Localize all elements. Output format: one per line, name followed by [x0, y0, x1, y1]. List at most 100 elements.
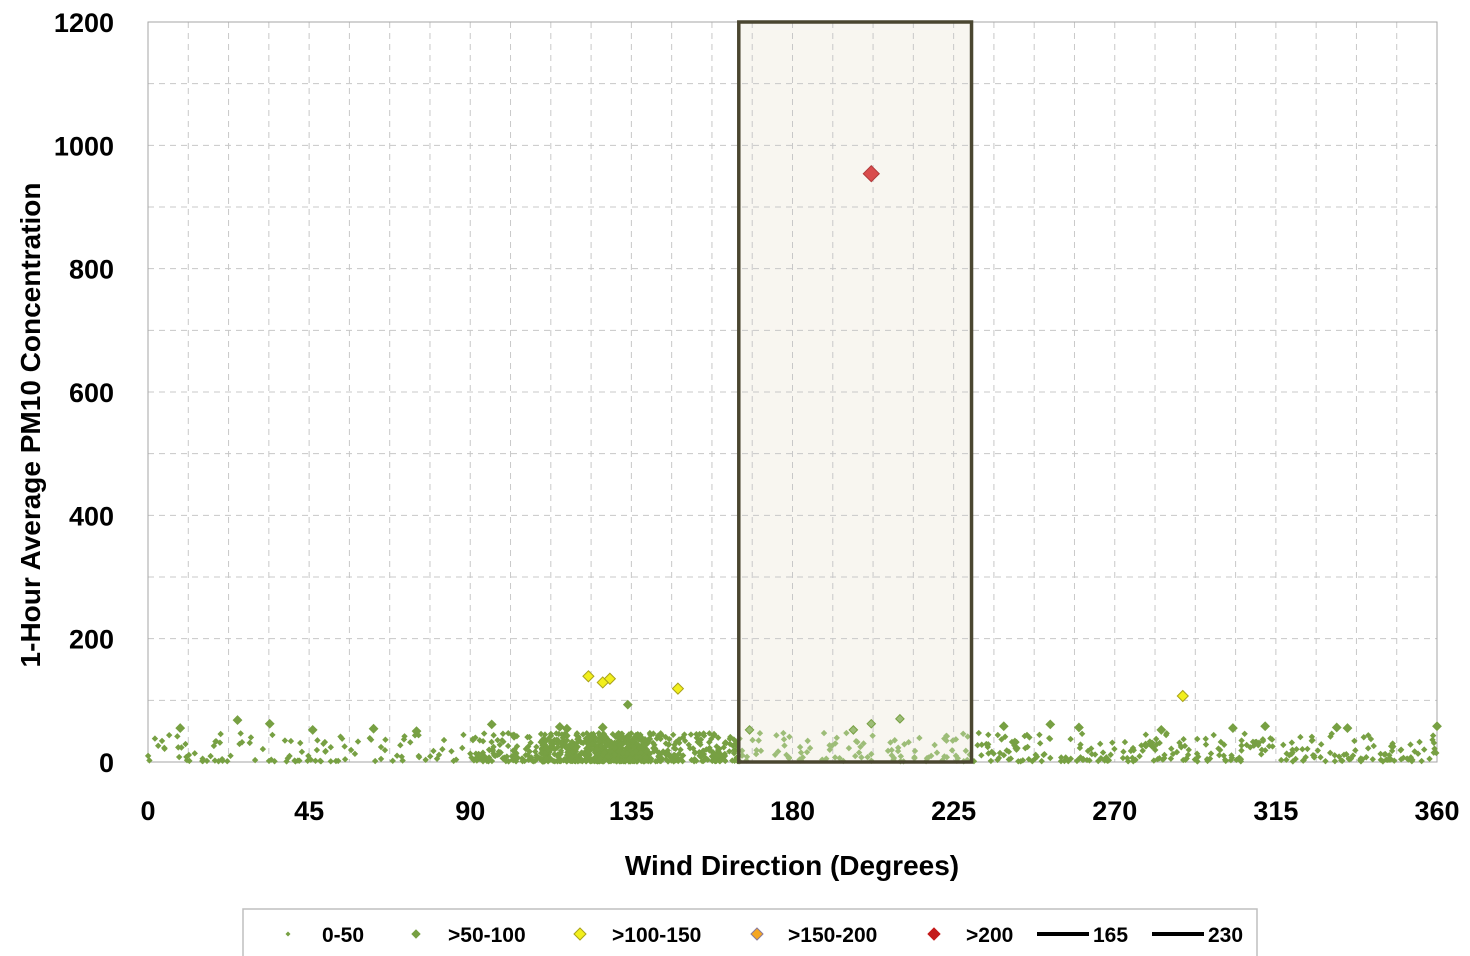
- point-0-50: [601, 734, 608, 741]
- point-0-50: [1194, 758, 1201, 765]
- point--50-100: [1331, 722, 1342, 733]
- point-0-50: [485, 754, 493, 761]
- point-0-50: [568, 738, 576, 745]
- point-0-50: [581, 751, 588, 758]
- point-0-50: [860, 740, 867, 747]
- point-0-50: [1429, 732, 1437, 739]
- point-0-50: [726, 748, 733, 755]
- point-0-50: [400, 736, 408, 743]
- point-0-50: [1430, 749, 1437, 756]
- point-0-50: [1065, 758, 1072, 765]
- point-0-50: [931, 741, 938, 749]
- point-0-50: [1365, 732, 1372, 739]
- point-0-50: [558, 731, 566, 738]
- x-tick-label: 0: [140, 796, 155, 826]
- point-0-50: [1119, 754, 1127, 762]
- point-0-50: [1269, 743, 1276, 750]
- point-0-50: [589, 733, 596, 740]
- point-0-50: [271, 758, 278, 765]
- point-0-50: [1015, 758, 1022, 765]
- point-0-50: [498, 737, 506, 744]
- point-0-50: [144, 752, 152, 760]
- point-0-50: [1000, 752, 1008, 759]
- point-0-50: [585, 748, 593, 755]
- point-0-50: [1220, 741, 1228, 748]
- point-0-50: [485, 758, 492, 765]
- point-0-50: [687, 731, 695, 738]
- point-0-50: [572, 744, 579, 752]
- point-0-50: [175, 753, 183, 761]
- point-0-50: [212, 738, 219, 745]
- point-0-50: [843, 729, 850, 737]
- point-0-50: [1206, 755, 1214, 762]
- point-0-50: [548, 742, 555, 749]
- point-0-50: [629, 750, 636, 757]
- point-0-50: [1178, 744, 1185, 751]
- point-0-50: [238, 739, 246, 746]
- point-0-50: [1077, 754, 1084, 761]
- y-tick-label: 1200: [54, 8, 114, 38]
- point-0-50: [1283, 750, 1290, 757]
- point-0-50: [1236, 754, 1243, 761]
- point-0-50: [726, 740, 734, 748]
- point-0-50: [217, 730, 224, 738]
- point-0-50: [558, 743, 566, 750]
- point-0-50: [287, 737, 295, 745]
- x-tick-label: 270: [1092, 796, 1137, 826]
- point-0-50: [994, 756, 1001, 764]
- point-0-50: [479, 738, 487, 745]
- point--50-100: [622, 699, 633, 710]
- point-0-50: [1407, 754, 1415, 761]
- point-0-50: [533, 743, 540, 751]
- point-0-50: [524, 751, 531, 759]
- point-0-50: [586, 733, 593, 740]
- point-0-50: [174, 733, 181, 740]
- point-0-50: [707, 747, 714, 754]
- point-0-50: [321, 738, 329, 746]
- point-0-50: [1207, 750, 1215, 757]
- point-0-50: [669, 731, 677, 738]
- point-0-50: [715, 751, 722, 759]
- point-0-50: [1007, 755, 1015, 762]
- point-0-50: [820, 729, 828, 737]
- point-0-50: [657, 757, 665, 765]
- point-0-50: [513, 743, 521, 750]
- point-0-50: [1327, 749, 1334, 757]
- point-0-50: [710, 750, 718, 757]
- point-0-50: [526, 733, 533, 741]
- point-0-50: [586, 736, 593, 743]
- point-0-50: [694, 735, 701, 742]
- point-0-50: [1304, 745, 1311, 753]
- point--50-100: [895, 713, 905, 724]
- point-0-50: [939, 756, 946, 764]
- point-0-50: [494, 736, 501, 744]
- legend-marker: [927, 927, 941, 941]
- point-0-50: [804, 737, 811, 745]
- point-0-50: [901, 741, 908, 748]
- point--50-100: [866, 718, 877, 729]
- point-0-50: [985, 731, 992, 738]
- point-0-50: [891, 737, 898, 744]
- point-0-50: [182, 740, 189, 748]
- point-0-50: [1327, 733, 1334, 740]
- point-0-50: [1217, 738, 1225, 746]
- point-0-50: [508, 753, 516, 760]
- point-0-50: [1148, 743, 1156, 750]
- point-0-50: [694, 738, 701, 746]
- point-0-50: [1289, 749, 1296, 756]
- point-0-50: [1099, 749, 1107, 756]
- point-0-50: [546, 748, 553, 756]
- data-points: [144, 164, 1442, 765]
- point-0-50: [472, 734, 479, 741]
- legend-label: 230: [1208, 924, 1243, 947]
- point-0-50: [1047, 754, 1054, 762]
- point-0-50: [773, 732, 780, 739]
- point-0-50: [1163, 730, 1170, 737]
- point-0-50: [1216, 751, 1223, 759]
- point-0-50: [151, 735, 159, 742]
- point-0-50: [1237, 756, 1245, 763]
- point-0-50: [568, 753, 576, 761]
- point-0-50: [739, 752, 746, 759]
- y-axis-ticks: 0 200 400 600 800 1000 1200: [54, 8, 114, 778]
- point-0-50: [224, 758, 231, 765]
